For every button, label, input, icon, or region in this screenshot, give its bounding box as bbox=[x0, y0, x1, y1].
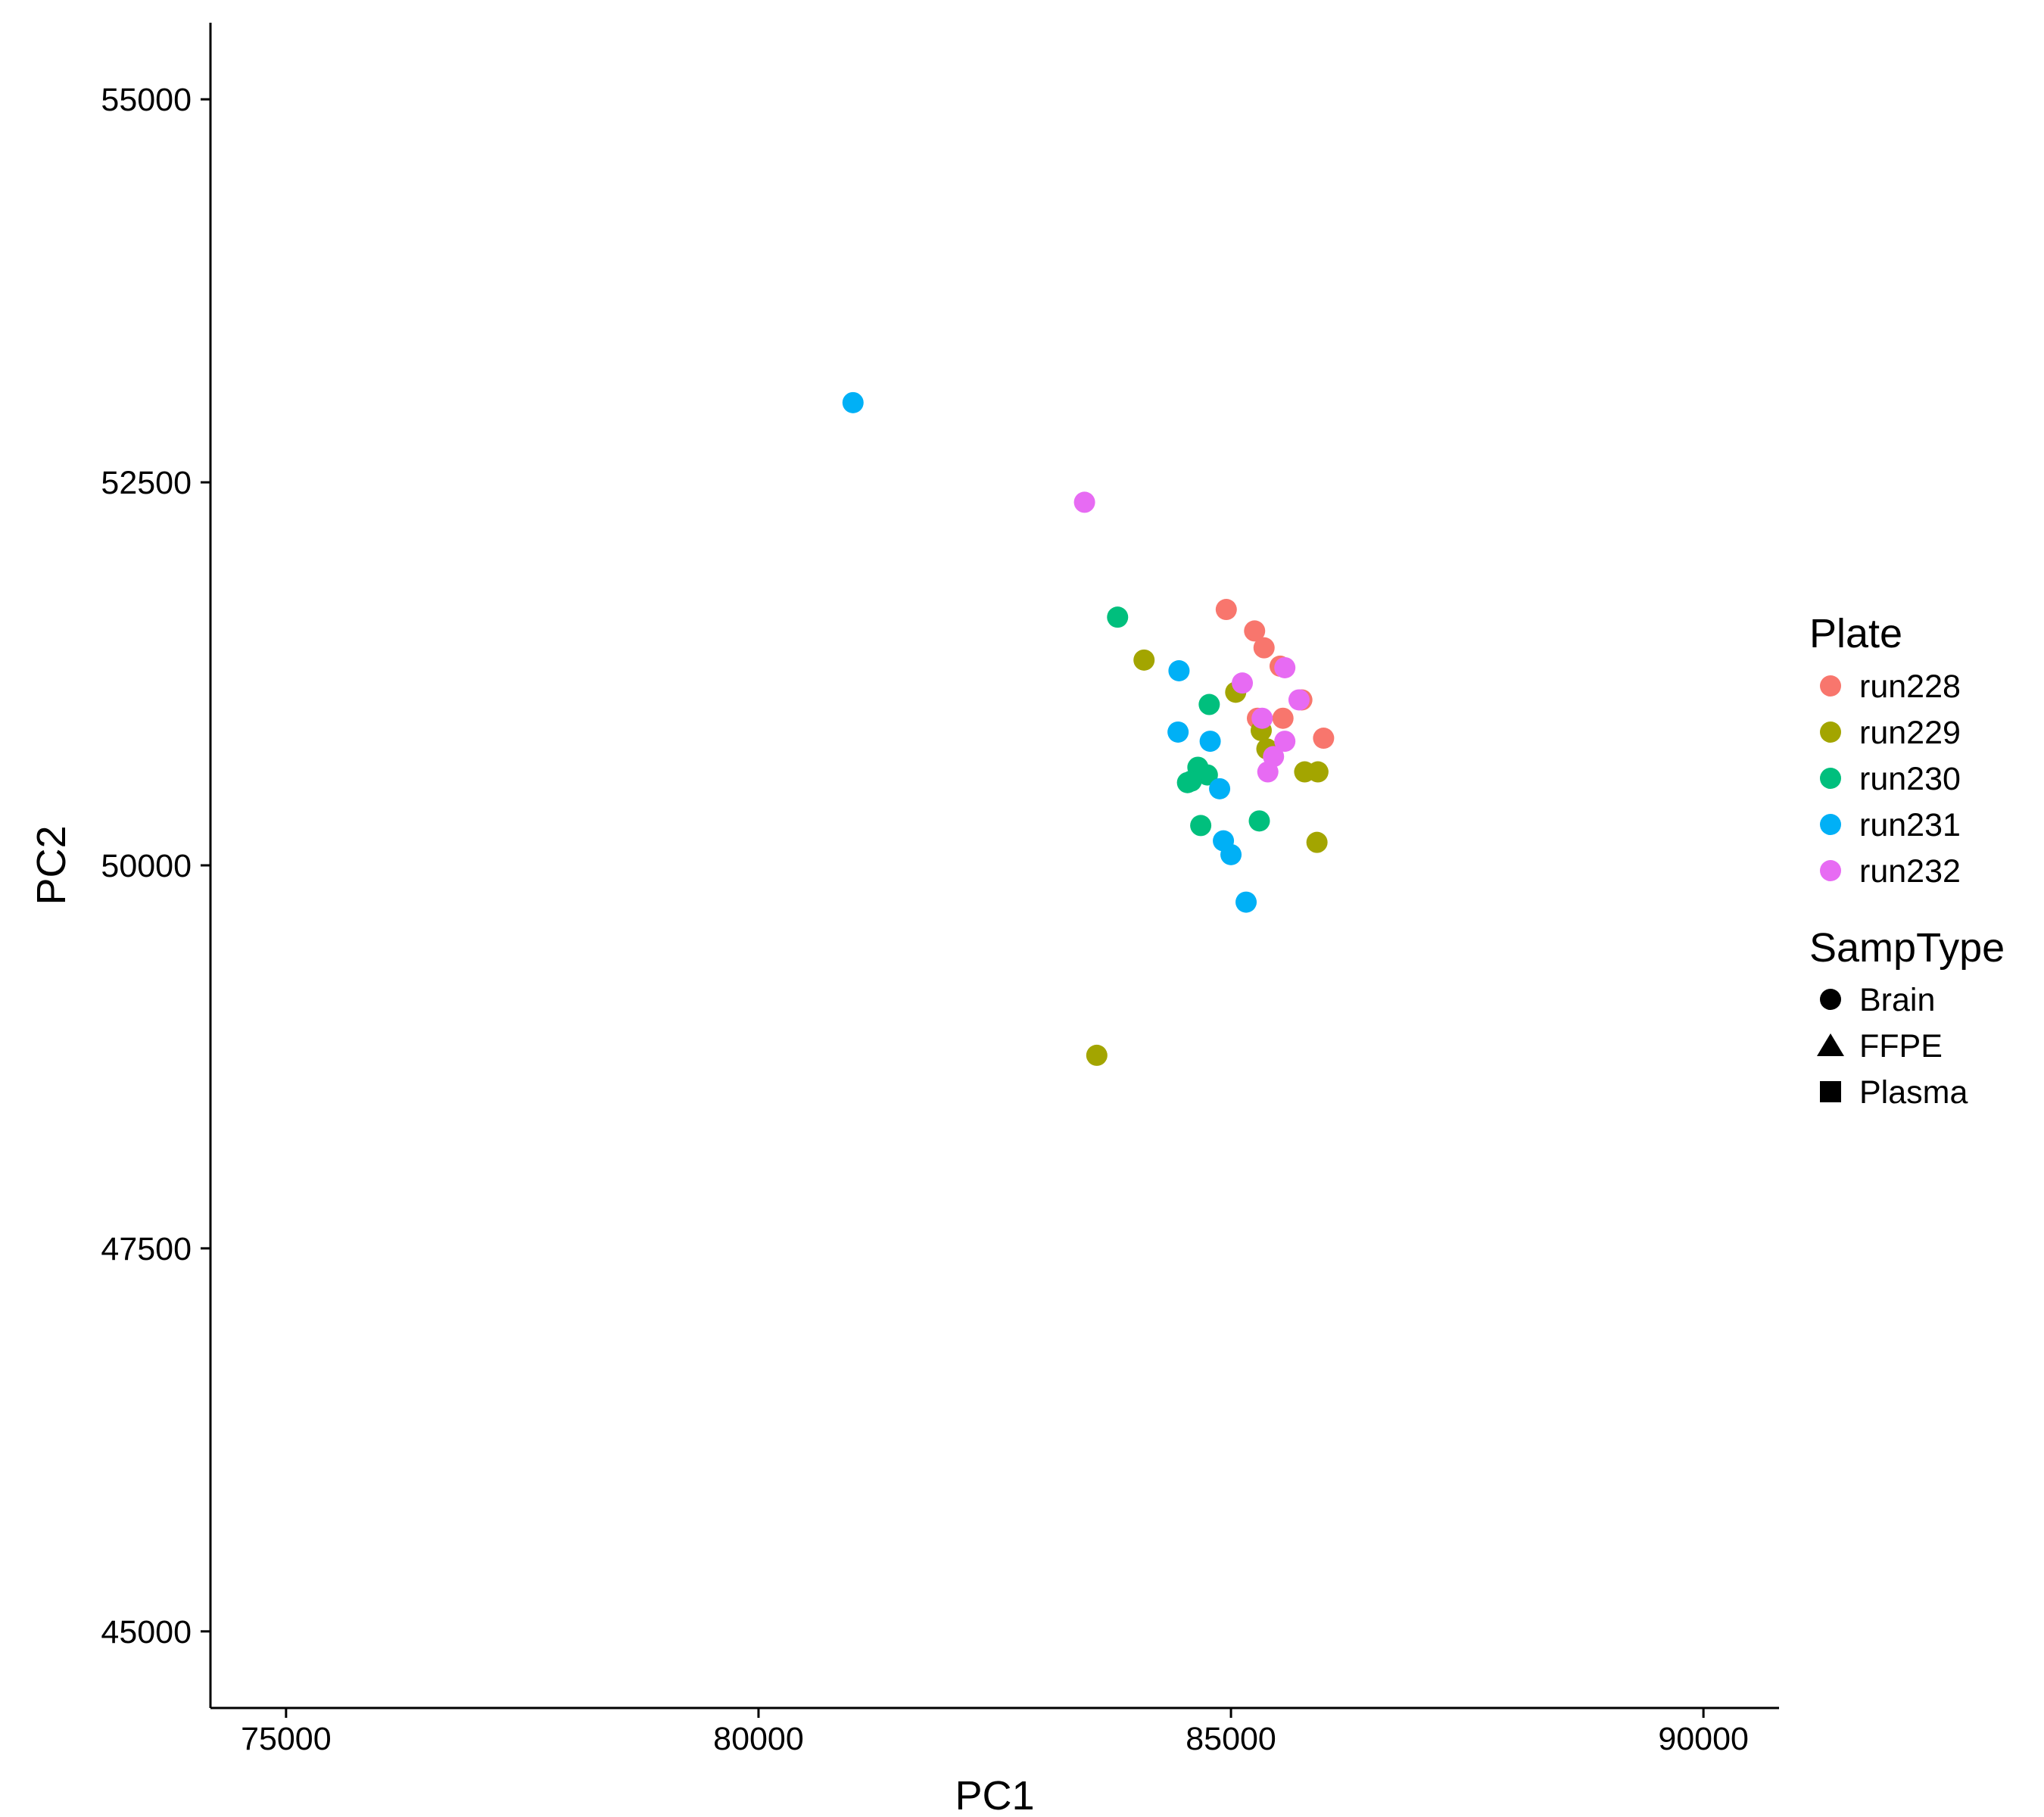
data-point-run232 bbox=[1274, 731, 1296, 753]
legend-label-run228: run228 bbox=[1859, 669, 1961, 705]
legend-label-run230: run230 bbox=[1859, 761, 1961, 797]
legend-label-run229: run229 bbox=[1859, 715, 1961, 751]
data-point-run231 bbox=[1168, 659, 1190, 681]
y-tick-label: 45000 bbox=[101, 1614, 192, 1650]
legend-key-run231 bbox=[1820, 814, 1841, 835]
legend-key-ffpe bbox=[1817, 1033, 1844, 1056]
x-tick-label: 80000 bbox=[713, 1721, 804, 1757]
legend-shape-title: SampType bbox=[1809, 925, 2005, 971]
data-point-run231 bbox=[1220, 843, 1242, 865]
data-point-run232 bbox=[1257, 761, 1279, 783]
legend-key-plasma bbox=[1820, 1081, 1841, 1102]
data-point-run232 bbox=[1251, 707, 1273, 729]
legend-color-title: Plate bbox=[1809, 611, 1902, 656]
legend-key-run230 bbox=[1820, 768, 1841, 789]
data-point-run231 bbox=[842, 391, 864, 413]
data-point-run231 bbox=[1167, 721, 1189, 743]
data-point-run228 bbox=[1244, 620, 1266, 642]
data-point-run229 bbox=[1307, 761, 1329, 783]
data-point-run232 bbox=[1232, 672, 1254, 694]
legend-label-brain: Brain bbox=[1859, 982, 1935, 1018]
legend: Plate run228 run229 run230 run231 run232 Sam… bbox=[1809, 611, 2005, 1111]
x-tick-label: 75000 bbox=[241, 1721, 332, 1757]
x-axis-title: PC1 bbox=[955, 1773, 1034, 1817]
x-tick-label: 90000 bbox=[1658, 1721, 1749, 1757]
data-point-run228 bbox=[1253, 637, 1275, 659]
data-point-run229 bbox=[1086, 1044, 1108, 1066]
legend-label-run231: run231 bbox=[1859, 807, 1961, 843]
data-point-run228 bbox=[1215, 599, 1237, 621]
legend-shape-items: Brain FFPE Plasma bbox=[1817, 982, 1968, 1111]
legend-key-run228 bbox=[1820, 675, 1841, 697]
y-axis-title: PC2 bbox=[29, 825, 74, 905]
x-axis-ticks: 75000 80000 85000 90000 bbox=[241, 1708, 1749, 1757]
data-point-run232 bbox=[1288, 689, 1310, 711]
data-point-run231 bbox=[1199, 731, 1221, 753]
legend-label-run232: run232 bbox=[1859, 853, 1961, 890]
y-axis-ticks: 45000 47500 50000 52500 55000 bbox=[101, 82, 210, 1650]
data-point-run230 bbox=[1176, 771, 1198, 793]
x-tick-label: 85000 bbox=[1186, 1721, 1276, 1757]
data-point-run228 bbox=[1272, 707, 1294, 729]
data-point-run230 bbox=[1248, 810, 1270, 832]
y-tick-label: 47500 bbox=[101, 1231, 192, 1267]
data-point-run229 bbox=[1306, 831, 1328, 853]
data-point-run232 bbox=[1073, 491, 1095, 513]
data-point-run230 bbox=[1107, 606, 1129, 628]
legend-label-ffpe: FFPE bbox=[1859, 1028, 1943, 1064]
legend-label-plasma: Plasma bbox=[1859, 1074, 1968, 1111]
data-point-run228 bbox=[1313, 728, 1335, 750]
y-tick-label: 55000 bbox=[101, 82, 192, 118]
data-point-run231 bbox=[1235, 891, 1257, 913]
data-point-run230 bbox=[1196, 764, 1218, 786]
y-tick-label: 52500 bbox=[101, 465, 192, 501]
y-tick-label: 50000 bbox=[101, 848, 192, 884]
legend-plate-items: run228 run229 run230 run231 run232 bbox=[1820, 669, 1961, 890]
data-point-run230 bbox=[1190, 815, 1212, 837]
data-point-run230 bbox=[1198, 693, 1220, 715]
data-points bbox=[842, 391, 1335, 1066]
legend-key-run232 bbox=[1820, 860, 1841, 881]
data-point-run229 bbox=[1133, 649, 1155, 671]
legend-key-brain bbox=[1820, 989, 1841, 1010]
legend-key-run229 bbox=[1820, 722, 1841, 743]
data-point-run232 bbox=[1274, 656, 1296, 678]
data-point-run231 bbox=[1209, 778, 1231, 799]
